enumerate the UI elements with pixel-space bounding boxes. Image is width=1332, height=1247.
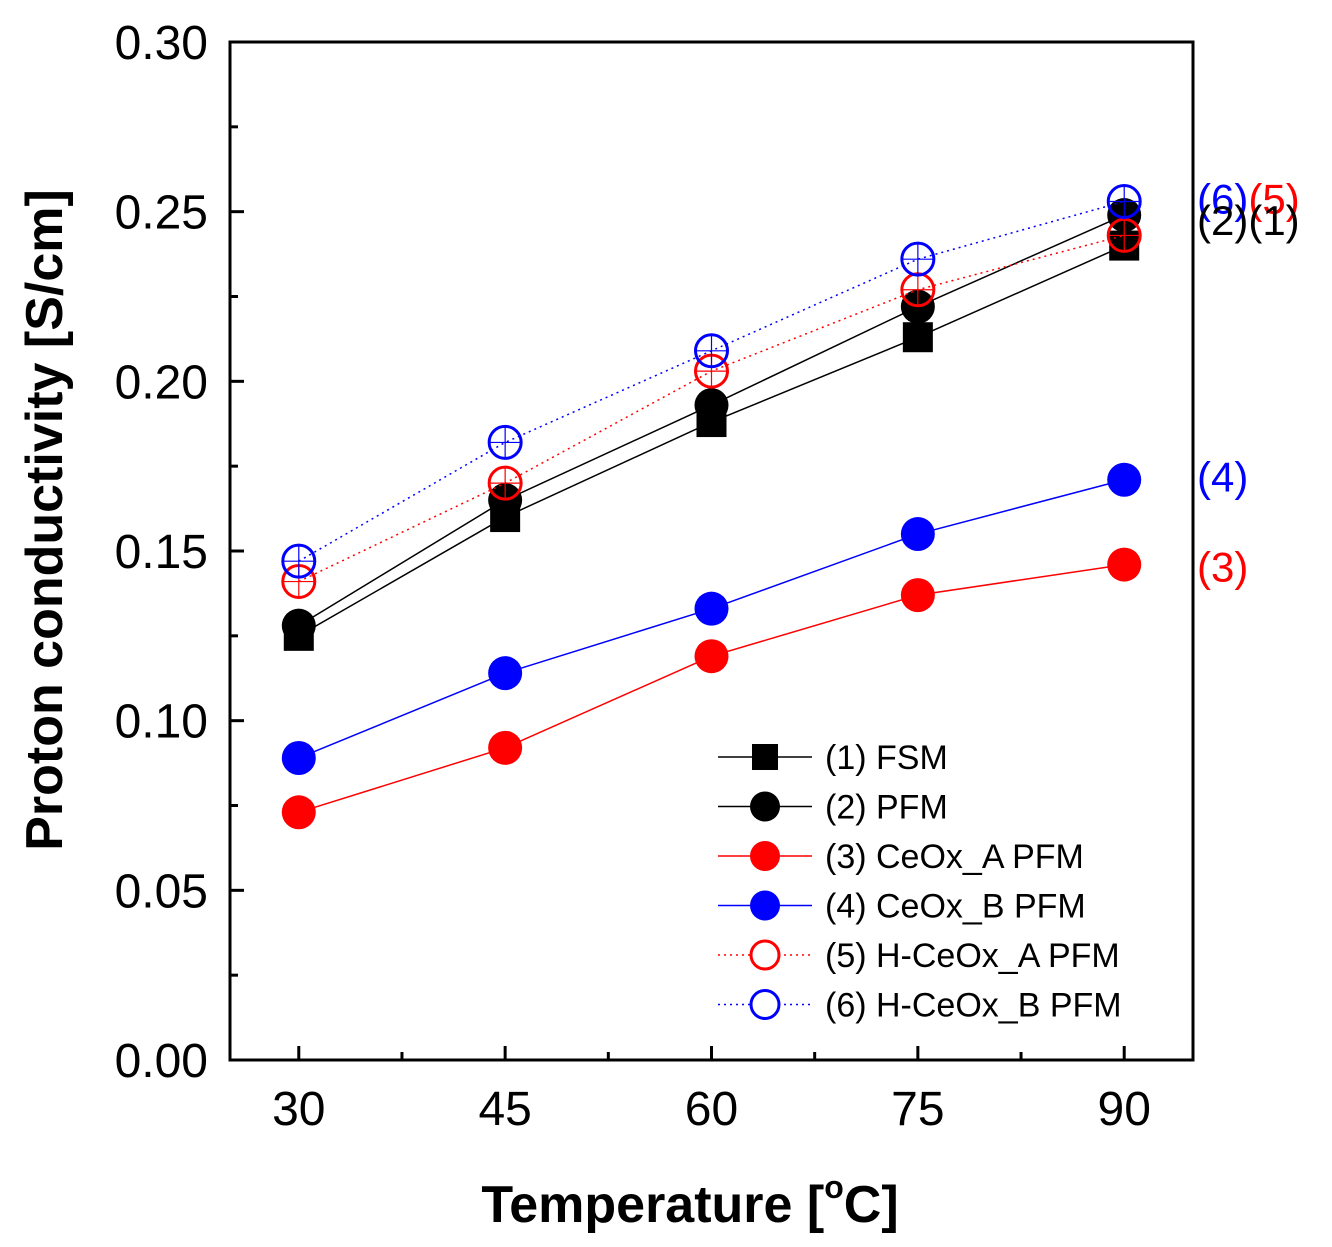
legend-item: (5) H-CeOx_A PFM — [718, 937, 1120, 975]
y-tick-label: 0.00 — [115, 1035, 208, 1088]
legend-marker — [750, 890, 780, 921]
y-axis: 0.00 0.05 0.10 0.15 0.20 0.25 0.30 — [115, 17, 244, 1088]
data-point — [487, 424, 523, 460]
series-annotation: (6)(5) — [1197, 175, 1300, 222]
annotation-part: (2)(1) — [1197, 197, 1300, 244]
data-point — [900, 578, 935, 613]
y-tick-label: 0.25 — [115, 187, 208, 240]
legend-label: (2) PFM — [825, 789, 948, 827]
data-point — [902, 322, 933, 353]
data-point — [694, 388, 729, 423]
legend-label: (6) H-CeOx_B PFM — [825, 987, 1122, 1025]
series-3 — [281, 547, 1142, 830]
x-tick-label: 30 — [272, 1083, 325, 1136]
open-circle-ring — [487, 465, 523, 501]
data-point — [487, 465, 523, 501]
y-axis-title: Proton conductivity [S/cm] — [16, 189, 74, 851]
x-tick-label: 90 — [1098, 1083, 1151, 1136]
annotation-part: (5) — [1248, 175, 1299, 222]
data-point — [900, 517, 935, 552]
data-point — [1107, 547, 1142, 582]
series-1 — [283, 230, 1140, 651]
series-4 — [281, 462, 1142, 775]
series-2 — [281, 198, 1142, 643]
open-circle-ring — [281, 543, 317, 579]
annotation-part: (6) — [1197, 175, 1248, 222]
data-point — [900, 241, 936, 277]
x-axis-title-main: Temperature [ — [481, 1176, 824, 1234]
legend: (1) FSM (2) PFM (3) CeOx_A PFM (4) CeOx_B P… — [718, 739, 1122, 1025]
series-annotation: (2)(1) — [1197, 197, 1300, 244]
legend-marker — [749, 939, 781, 971]
x-axis: 30 45 60 75 90 — [272, 1046, 1151, 1136]
data-point — [488, 730, 523, 765]
data-point — [281, 608, 316, 643]
legend-marker — [750, 791, 780, 822]
data-point — [281, 740, 316, 775]
data-point — [1106, 183, 1142, 219]
legend-item: (3) CeOx_A PFM — [718, 838, 1084, 876]
series-annotation: (4) — [1197, 454, 1248, 501]
data-point — [694, 591, 729, 626]
legend-marker — [750, 841, 780, 871]
data-point — [488, 656, 523, 691]
legend-label: (3) CeOx_A PFM — [825, 838, 1084, 876]
x-tick-label: 60 — [685, 1083, 738, 1136]
data-point — [900, 272, 936, 308]
open-circle-ring — [1106, 217, 1142, 253]
legend-label: (1) FSM — [825, 739, 948, 777]
y-tick-label: 0.15 — [115, 526, 208, 579]
data-point — [694, 639, 729, 674]
open-circle-ring — [1106, 183, 1142, 219]
data-point — [694, 333, 729, 369]
x-tick-label: 45 — [478, 1083, 531, 1136]
data-point — [1107, 462, 1142, 497]
open-circle-ring — [900, 241, 936, 277]
series-6 — [281, 183, 1142, 579]
legend-label: (4) CeOx_B PFM — [825, 888, 1086, 926]
series-annotation: (3) — [1197, 544, 1248, 591]
data-point — [281, 543, 317, 579]
legend-item: (4) CeOx_B PFM — [718, 888, 1086, 926]
legend-item: (2) PFM — [718, 789, 948, 827]
y-tick-label: 0.30 — [115, 17, 208, 70]
legend-item: (6) H-CeOx_B PFM — [718, 987, 1122, 1025]
legend-marker — [749, 989, 781, 1020]
series-layer — [281, 183, 1142, 830]
legend-label: (5) H-CeOx_A PFM — [825, 937, 1120, 975]
legend-marker — [752, 744, 778, 770]
y-tick-label: 0.20 — [115, 356, 208, 409]
x-axis-title-suffix: C] — [844, 1176, 899, 1234]
annotation-part: (3) — [1197, 544, 1248, 591]
y-tick-label: 0.05 — [115, 865, 208, 918]
x-axis-title: Temperature [oC] — [481, 1169, 898, 1234]
x-axis-title-superscript: o — [824, 1169, 844, 1205]
open-circle-ring — [694, 333, 729, 369]
x-tick-label: 75 — [891, 1083, 944, 1136]
annotations: (6)(5)(2)(1) (4) (3) — [1197, 175, 1300, 590]
annotation-part: (4) — [1197, 454, 1248, 501]
data-point — [281, 795, 316, 830]
series-line — [298, 244, 1125, 637]
open-circle-ring — [487, 424, 523, 460]
legend-item: (1) FSM — [718, 739, 948, 777]
data-point — [1106, 217, 1142, 253]
y-tick-label: 0.10 — [115, 696, 208, 749]
